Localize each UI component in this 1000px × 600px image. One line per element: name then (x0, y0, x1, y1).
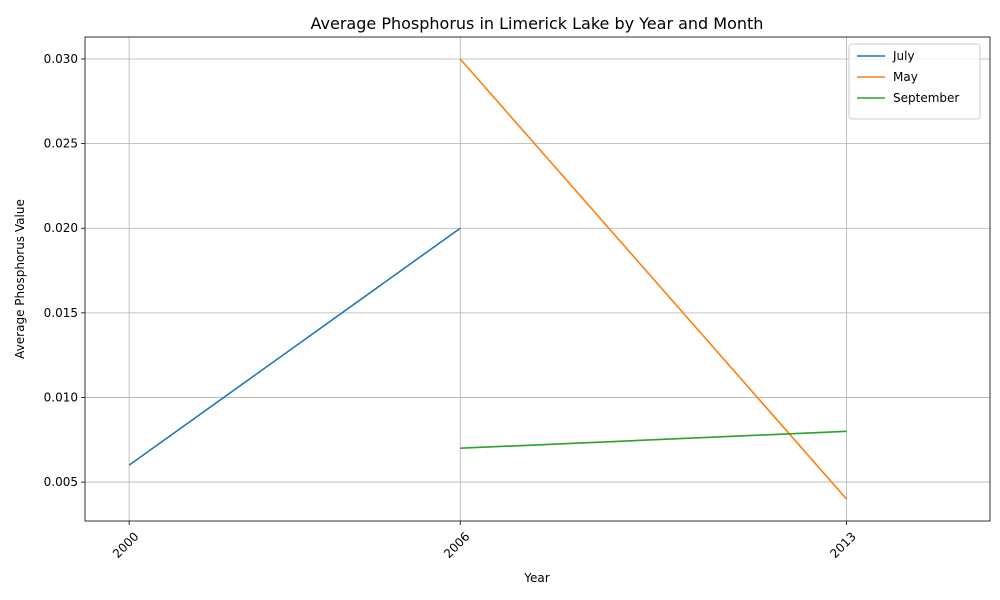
legend-label: May (893, 70, 918, 84)
y-tick-label: 0.015 (44, 306, 78, 320)
series-lines (128, 58, 848, 500)
y-axis-label: Average Phosphorus Value (13, 199, 27, 359)
grid (85, 37, 990, 521)
y-tick-label: 0.005 (44, 475, 78, 489)
x-tick-label: 2006 (441, 529, 472, 560)
x-axis-label: Year (523, 571, 549, 585)
y-tick-label: 0.025 (44, 137, 78, 151)
series-line-july (128, 227, 461, 466)
y-tick-label: 0.020 (44, 221, 78, 235)
legend-label: July (892, 49, 915, 63)
x-tick-label: 2013 (827, 529, 858, 560)
legend-box (848, 43, 981, 120)
legend: July May September (848, 43, 981, 120)
axis-ticks: 0.005 0.010 0.015 0.020 0.025 0.030 2000 2006 20… (44, 52, 859, 561)
chart-title: Average Phosphorus in Limerick Lake by Y… (311, 14, 764, 33)
series-line-may (459, 58, 848, 500)
y-tick-label: 0.030 (44, 52, 78, 66)
y-tick-label: 0.010 (44, 390, 78, 404)
series-line-september (460, 430, 847, 450)
x-tick-label: 2000 (110, 529, 141, 560)
plot-frame (84, 36, 991, 522)
legend-label: September (893, 91, 959, 105)
